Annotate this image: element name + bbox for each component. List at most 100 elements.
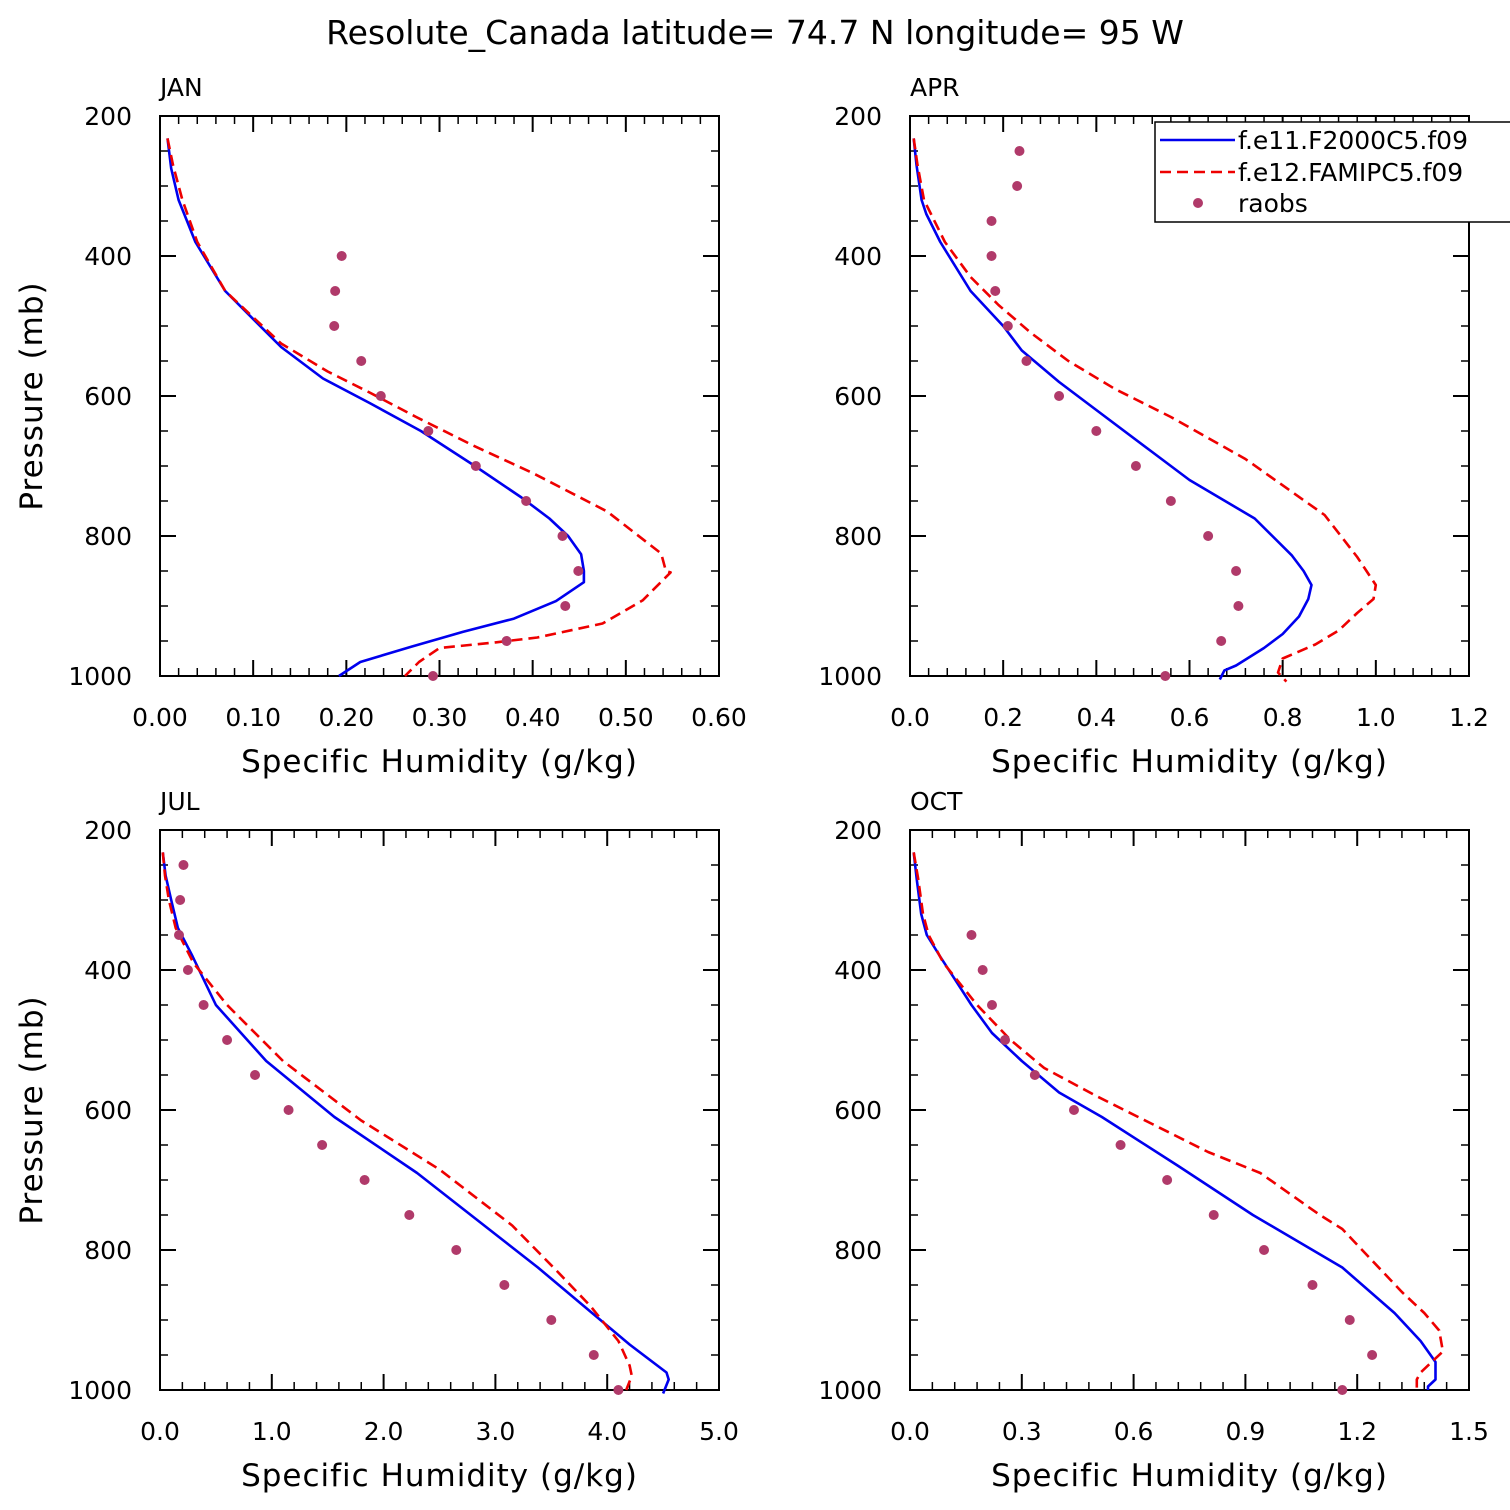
data-point-raobs xyxy=(250,1070,261,1080)
data-point-raobs xyxy=(1162,1175,1173,1185)
data-point-raobs xyxy=(501,636,512,646)
y-tick-label: 1000 xyxy=(818,662,882,691)
x-tick-label: 0.4 xyxy=(1076,703,1116,732)
series-line-famipc5 xyxy=(166,138,672,677)
x-tick-label: 1.0 xyxy=(252,1417,292,1446)
data-point-raobs xyxy=(1337,1385,1348,1395)
data-point-raobs xyxy=(1130,461,1141,471)
x-tick-label: 1.2 xyxy=(1449,703,1489,732)
series-line-famipc5 xyxy=(912,852,1445,1390)
x-axis-label: Specific Humidity (g/kg) xyxy=(991,1458,1388,1494)
data-point-raobs xyxy=(990,286,1001,296)
x-tick-label: 0.00 xyxy=(132,703,188,732)
panel-title: JAN xyxy=(158,73,203,102)
y-tick-label: 1000 xyxy=(68,1376,132,1405)
data-point-raobs xyxy=(977,965,988,975)
y-tick-label: 800 xyxy=(834,522,882,551)
y-tick-label: 600 xyxy=(84,382,132,411)
panel-title: OCT xyxy=(910,787,963,816)
y-tick-label: 800 xyxy=(84,522,132,551)
y-tick-label: 1000 xyxy=(818,1376,882,1405)
x-tick-label: 0.8 xyxy=(1263,703,1303,732)
y-tick-label: 200 xyxy=(834,102,882,131)
x-axis-label: Specific Humidity (g/kg) xyxy=(241,1458,638,1494)
data-point-raobs xyxy=(1002,321,1013,331)
data-point-raobs xyxy=(557,531,568,541)
y-tick-label: 600 xyxy=(834,382,882,411)
x-tick-label: 0.30 xyxy=(412,703,468,732)
data-point-raobs xyxy=(222,1035,233,1045)
x-tick-label: 0.10 xyxy=(225,703,281,732)
legend-label-obs: raobs xyxy=(1238,189,1308,218)
y-tick-label: 400 xyxy=(84,956,132,985)
data-point-raobs xyxy=(1160,671,1171,681)
series-line-famipc5 xyxy=(161,852,634,1391)
data-point-raobs xyxy=(546,1315,557,1325)
panel-title: JUL xyxy=(158,787,200,816)
x-tick-label: 2.0 xyxy=(364,1417,404,1446)
data-point-raobs xyxy=(1344,1315,1355,1325)
x-tick-label: 0.0 xyxy=(140,1417,180,1446)
x-axis-label: Specific Humidity (g/kg) xyxy=(991,744,1388,780)
x-tick-label: 0.6 xyxy=(1114,1417,1154,1446)
data-point-raobs xyxy=(423,426,434,436)
data-point-raobs xyxy=(521,496,532,506)
data-point-raobs xyxy=(1115,1140,1126,1150)
series-line-famipc5 xyxy=(912,138,1378,683)
data-point-raobs xyxy=(175,895,186,905)
data-point-raobs xyxy=(1165,496,1176,506)
data-point-raobs xyxy=(1014,146,1025,156)
x-tick-label: 0.0 xyxy=(890,703,930,732)
panel-title: APR xyxy=(910,73,960,102)
panels: JAN 0.00 0.10 0.20 0.30 0.40 0.50 0.60 200 400 600… xyxy=(14,73,1489,1494)
data-point-raobs xyxy=(375,391,386,401)
data-point-raobs xyxy=(986,251,997,261)
series-line-f2000c5 xyxy=(166,138,586,678)
data-point-raobs xyxy=(359,1175,370,1185)
x-tick-label: 0.9 xyxy=(1226,1417,1266,1446)
chart-panel-jan: JAN 0.00 0.10 0.20 0.30 0.40 0.50 0.60 200 400 600… xyxy=(14,73,747,780)
data-point-raobs xyxy=(1000,1035,1011,1045)
data-point-raobs xyxy=(178,860,189,870)
y-tick-label: 400 xyxy=(84,242,132,271)
data-point-raobs xyxy=(573,566,584,576)
data-point-raobs xyxy=(1029,1070,1040,1080)
y-tick-label: 800 xyxy=(834,1236,882,1265)
y-tick-label: 600 xyxy=(84,1096,132,1125)
x-tick-label: 4.0 xyxy=(587,1417,627,1446)
y-tick-label: 600 xyxy=(834,1096,882,1125)
data-point-raobs xyxy=(1021,356,1032,366)
y-axis-label: Pressure (mb) xyxy=(14,995,50,1224)
y-tick-label: 200 xyxy=(834,816,882,845)
series-line-f2000c5 xyxy=(912,852,1437,1390)
x-tick-label: 1.5 xyxy=(1449,1417,1489,1446)
y-tick-label: 400 xyxy=(834,242,882,271)
data-point-raobs xyxy=(986,216,997,226)
data-point-raobs xyxy=(499,1280,510,1290)
x-tick-label: 5.0 xyxy=(699,1417,739,1446)
series-line-f2000c5 xyxy=(161,852,671,1394)
data-point-raobs xyxy=(1307,1280,1318,1290)
legend-label-model2: f.e12.FAMIPC5.f09 xyxy=(1238,158,1463,187)
data-point-raobs xyxy=(1367,1350,1378,1360)
chart-panel-jul: JUL 0.0 1.0 2.0 3.0 4.0 5.0 200 400 600 800 1000 Spe… xyxy=(14,787,739,1494)
y-tick-label: 1000 xyxy=(68,662,132,691)
data-point-raobs xyxy=(317,1140,328,1150)
data-point-raobs xyxy=(451,1245,462,1255)
y-tick-label: 200 xyxy=(84,102,132,131)
data-point-raobs xyxy=(1208,1210,1219,1220)
x-tick-label: 0.50 xyxy=(598,703,654,732)
plot-frame xyxy=(159,829,720,1391)
data-point-raobs xyxy=(560,601,571,611)
data-point-raobs xyxy=(174,930,185,940)
x-tick-label: 0.2 xyxy=(983,703,1023,732)
data-point-raobs xyxy=(330,286,341,296)
x-tick-label: 0.60 xyxy=(691,703,747,732)
legend-marker-obs xyxy=(1193,198,1203,208)
y-tick-label: 400 xyxy=(834,956,882,985)
data-point-raobs xyxy=(198,1000,209,1010)
data-point-raobs xyxy=(966,930,977,940)
x-tick-label: 1.2 xyxy=(1337,1417,1377,1446)
x-tick-label: 0.40 xyxy=(505,703,561,732)
